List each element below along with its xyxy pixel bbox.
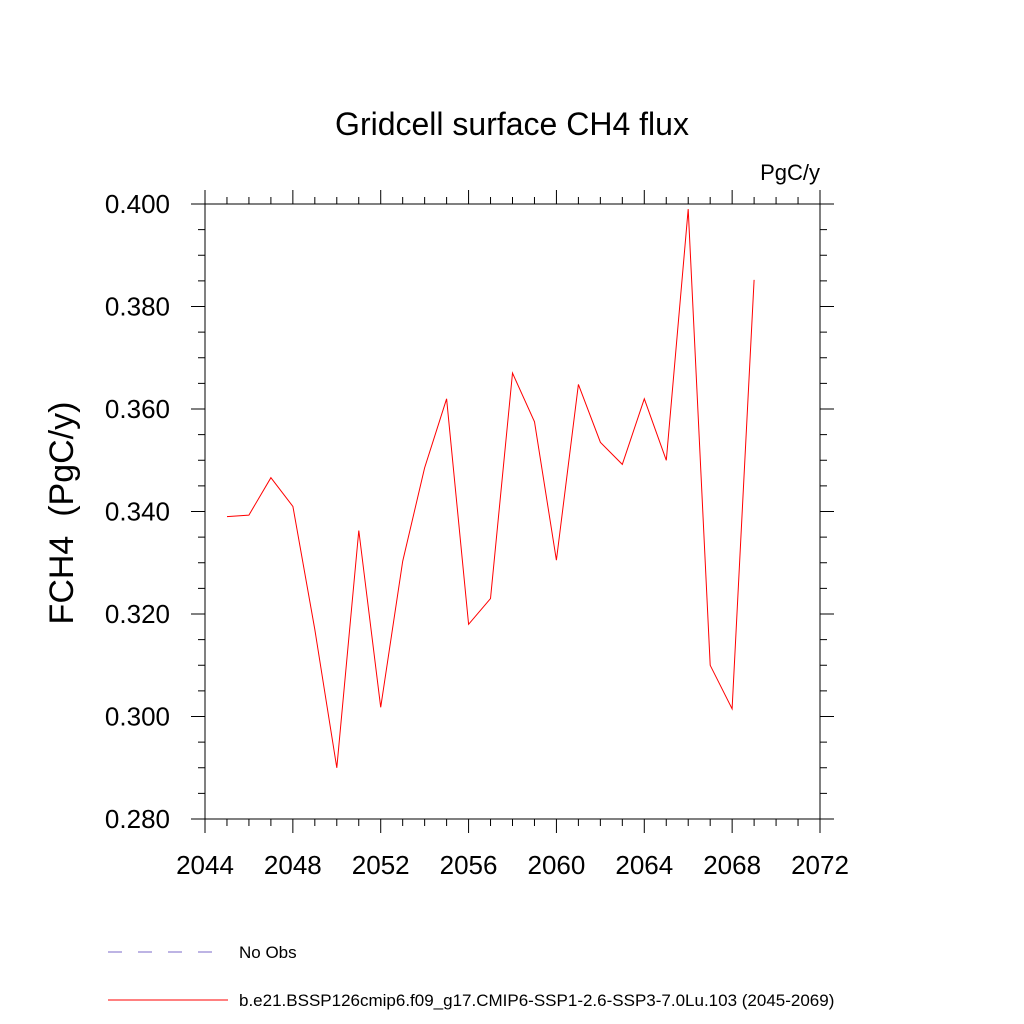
chart-title: Gridcell surface CH4 flux	[335, 106, 689, 142]
legend: No Obs b.e21.BSSP126cmip6.f09_g17.CMIP6-S…	[108, 943, 834, 1010]
legend-label: No Obs	[239, 943, 297, 962]
y-axis-label: FCH4 (PgC/y)	[43, 402, 81, 625]
x-tick-label: 2072	[791, 850, 849, 880]
x-tick-label: 2068	[703, 850, 761, 880]
y-tick-label: 0.340	[105, 497, 170, 527]
y-tick-label: 0.320	[105, 599, 170, 629]
units-label: PgC/y	[760, 160, 820, 185]
x-tick-label: 2052	[352, 850, 410, 880]
x-tick-labels: 2044 2048 2052 2056 2060 2064 2068 2072	[176, 850, 849, 880]
y-tick-label: 0.280	[105, 804, 170, 834]
y-tick-label: 0.360	[105, 394, 170, 424]
axis-ticks	[191, 190, 834, 833]
legend-label: b.e21.BSSP126cmip6.f09_g17.CMIP6-SSP1-2.…	[239, 991, 834, 1010]
y-tick-label: 0.400	[105, 189, 170, 219]
x-tick-label: 2044	[176, 850, 234, 880]
x-tick-label: 2060	[528, 850, 586, 880]
series-lines	[226, 209, 755, 768]
x-tick-label: 2064	[615, 850, 673, 880]
y-tick-label: 0.300	[105, 702, 170, 732]
y-tick-labels: 0.280 0.300 0.320 0.340 0.360 0.380 0.400	[105, 189, 170, 834]
plot-frame	[204, 203, 821, 820]
x-tick-label: 2048	[264, 850, 322, 880]
x-tick-label: 2056	[440, 850, 498, 880]
series-line	[226, 209, 755, 768]
y-tick-label: 0.380	[105, 292, 170, 322]
